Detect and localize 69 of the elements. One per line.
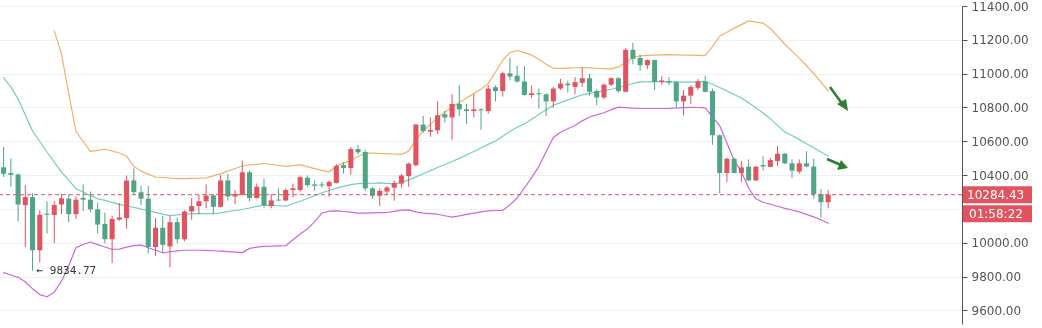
ref-line-label: 10284.43 xyxy=(967,187,1025,202)
y-tick-label: 9800.00 xyxy=(971,270,1022,285)
candlestick xyxy=(8,157,14,188)
candlestick xyxy=(225,173,231,202)
candlestick xyxy=(44,200,50,235)
candlestick xyxy=(95,202,101,235)
candlestick xyxy=(102,212,108,244)
y-tick-label: 9600.00 xyxy=(971,303,1022,318)
candlestick xyxy=(666,76,672,86)
line-series xyxy=(3,106,829,298)
y-tick-label: 11400.00 xyxy=(971,0,1029,14)
y-tick-label: 11000.00 xyxy=(971,67,1029,82)
candlestick xyxy=(536,88,542,109)
candlestick xyxy=(51,200,57,244)
annotation: ← 9834.77 xyxy=(36,263,97,277)
candlestick xyxy=(174,216,180,244)
candlestick xyxy=(160,215,166,254)
candlestick xyxy=(521,65,527,97)
candlestick xyxy=(355,144,361,156)
text: 01:58:22 xyxy=(969,206,1023,221)
candlestick xyxy=(319,181,325,189)
candlestick xyxy=(579,67,585,88)
candlestick xyxy=(66,193,72,223)
candlestick xyxy=(261,178,267,209)
candlestick xyxy=(435,100,441,135)
candlestick xyxy=(312,179,318,192)
candlestick xyxy=(652,58,658,91)
candlestick xyxy=(348,146,354,176)
candlestick xyxy=(406,162,412,188)
candlestick xyxy=(789,158,795,179)
candlestick xyxy=(152,217,159,257)
candlestick xyxy=(478,107,484,131)
y-tick-label: 10000.00 xyxy=(971,236,1029,251)
candlestick xyxy=(673,80,679,109)
candlestick xyxy=(500,71,506,97)
candlestick xyxy=(746,158,752,182)
candlestick xyxy=(131,167,137,196)
candlestick xyxy=(586,73,593,97)
candlestick xyxy=(630,42,636,65)
candlestick xyxy=(275,187,282,202)
candlestick xyxy=(543,92,549,117)
candlestick xyxy=(210,193,216,215)
candlestick xyxy=(471,93,477,118)
candlestick xyxy=(688,84,694,105)
candlestick xyxy=(456,84,462,117)
candlestick xyxy=(775,145,781,167)
candlestick xyxy=(189,197,195,221)
y-tick-label: 10600.00 xyxy=(971,134,1029,149)
line-series xyxy=(53,20,829,180)
candlestick xyxy=(637,54,643,72)
candlestick xyxy=(572,76,578,95)
y-tick-label: 10800.00 xyxy=(971,100,1029,115)
y-tick-label: 11200.00 xyxy=(971,33,1029,48)
candlestick xyxy=(87,191,93,214)
candlestick xyxy=(550,86,556,109)
candlestick xyxy=(449,93,455,141)
candlestick xyxy=(464,103,470,125)
candlestick xyxy=(485,84,491,115)
candlestick xyxy=(80,183,86,212)
candlestick xyxy=(507,57,513,81)
candlestick xyxy=(420,115,426,134)
candlestick xyxy=(760,155,766,172)
candlestick xyxy=(1,146,7,178)
candlestick xyxy=(109,215,115,264)
y-tick-label: 10400.00 xyxy=(971,168,1029,183)
candlestick xyxy=(738,160,744,183)
candlestick xyxy=(333,163,339,185)
candlestick xyxy=(724,157,730,183)
candlestick xyxy=(427,116,433,138)
